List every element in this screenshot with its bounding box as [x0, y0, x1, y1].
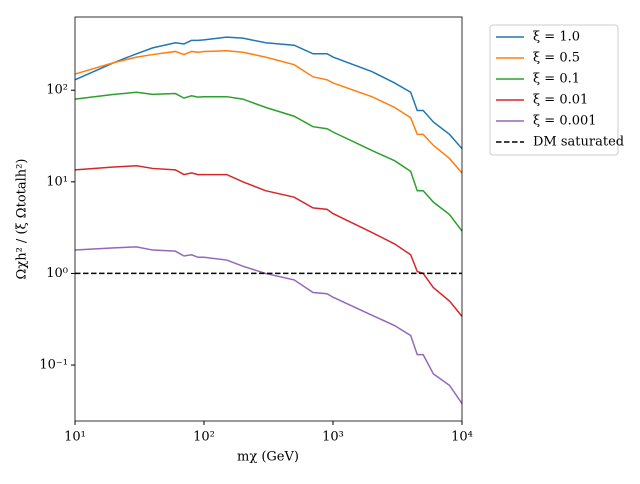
series-line	[74, 91, 463, 232]
plot-frame	[74, 16, 463, 422]
x-tick-label: 10²	[193, 430, 215, 445]
y-tick-label: 10⁰	[46, 266, 68, 281]
legend-label: ξ = 0.1	[533, 72, 580, 87]
x-axis-label: mχ (GeV)	[237, 450, 299, 465]
y-tick-label: 10¹	[46, 174, 68, 189]
legend-label: ξ = 1.0	[533, 30, 580, 45]
y-axis-label: Ωχh² / (ξ Ωtotalh²)	[15, 159, 30, 280]
legend-label: ξ = 0.001	[533, 114, 597, 129]
x-tick-label: 10¹	[64, 430, 86, 445]
series-line	[74, 246, 463, 404]
series-line	[74, 164, 463, 317]
x-tick-label: 10⁴	[451, 430, 473, 445]
legend-label: ξ = 0.01	[533, 93, 588, 108]
legend-label: DM saturated	[533, 135, 624, 150]
legend-label: ξ = 0.5	[533, 51, 580, 66]
x-tick-label: 10³	[322, 430, 344, 445]
series-line	[74, 36, 463, 150]
series-line	[74, 49, 463, 174]
y-tick-label: 10⁻¹	[39, 358, 68, 373]
y-tick-label: 10²	[46, 83, 68, 98]
